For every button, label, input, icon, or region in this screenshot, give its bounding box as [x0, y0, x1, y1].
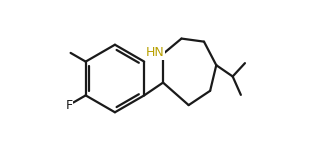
Text: F: F — [65, 99, 72, 112]
Text: HN: HN — [146, 46, 164, 59]
